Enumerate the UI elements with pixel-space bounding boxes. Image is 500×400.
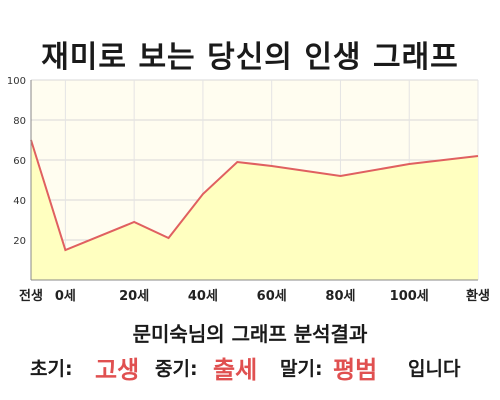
middle-value: 출세 [213,356,258,384]
result-summary: 초기: 고생 중기: 출세 말기: 평범 입니다 [0,350,500,384]
middle-label: 중기: [155,358,198,380]
x-tick-label: 60세 [257,289,287,304]
chart-title: 재미로 보는 당신의 인생 그래프 [41,40,459,75]
x-tick-label: 전생 [19,288,43,304]
x-tick-label: 100세 [390,289,429,304]
x-tick-label: 80세 [325,289,355,304]
x-tick-labels: 전생 0세 20세 40세 60세 80세 100세 환생 [19,288,490,304]
late-value: 평범 [333,356,378,384]
early-label: 초기: [30,358,73,380]
area-fill [31,140,478,280]
late-label: 말기: [280,358,323,380]
result-title: 문미숙님의 그래프 분석결과 [132,322,368,346]
x-tick-label: 20세 [119,289,149,304]
life-graph-chart: 20 40 60 80 100 전생 0세 20세 40세 60세 80세 100세 환생 [7,76,490,304]
y-tick-label: 80 [13,116,26,127]
x-tick-label: 0세 [55,289,76,304]
y-tick-label: 60 [13,156,26,167]
y-tick-label: 100 [7,76,26,87]
suffix-text: 입니다 [408,358,461,380]
x-tick-label: 환생 [466,288,490,304]
early-value: 고생 [95,356,140,384]
series-line [30,139,479,252]
y-tick-label: 40 [13,196,26,207]
y-tick-label: 20 [13,236,26,247]
x-tick-label: 40세 [188,289,218,304]
y-tick-labels: 20 40 60 80 100 [7,76,26,247]
